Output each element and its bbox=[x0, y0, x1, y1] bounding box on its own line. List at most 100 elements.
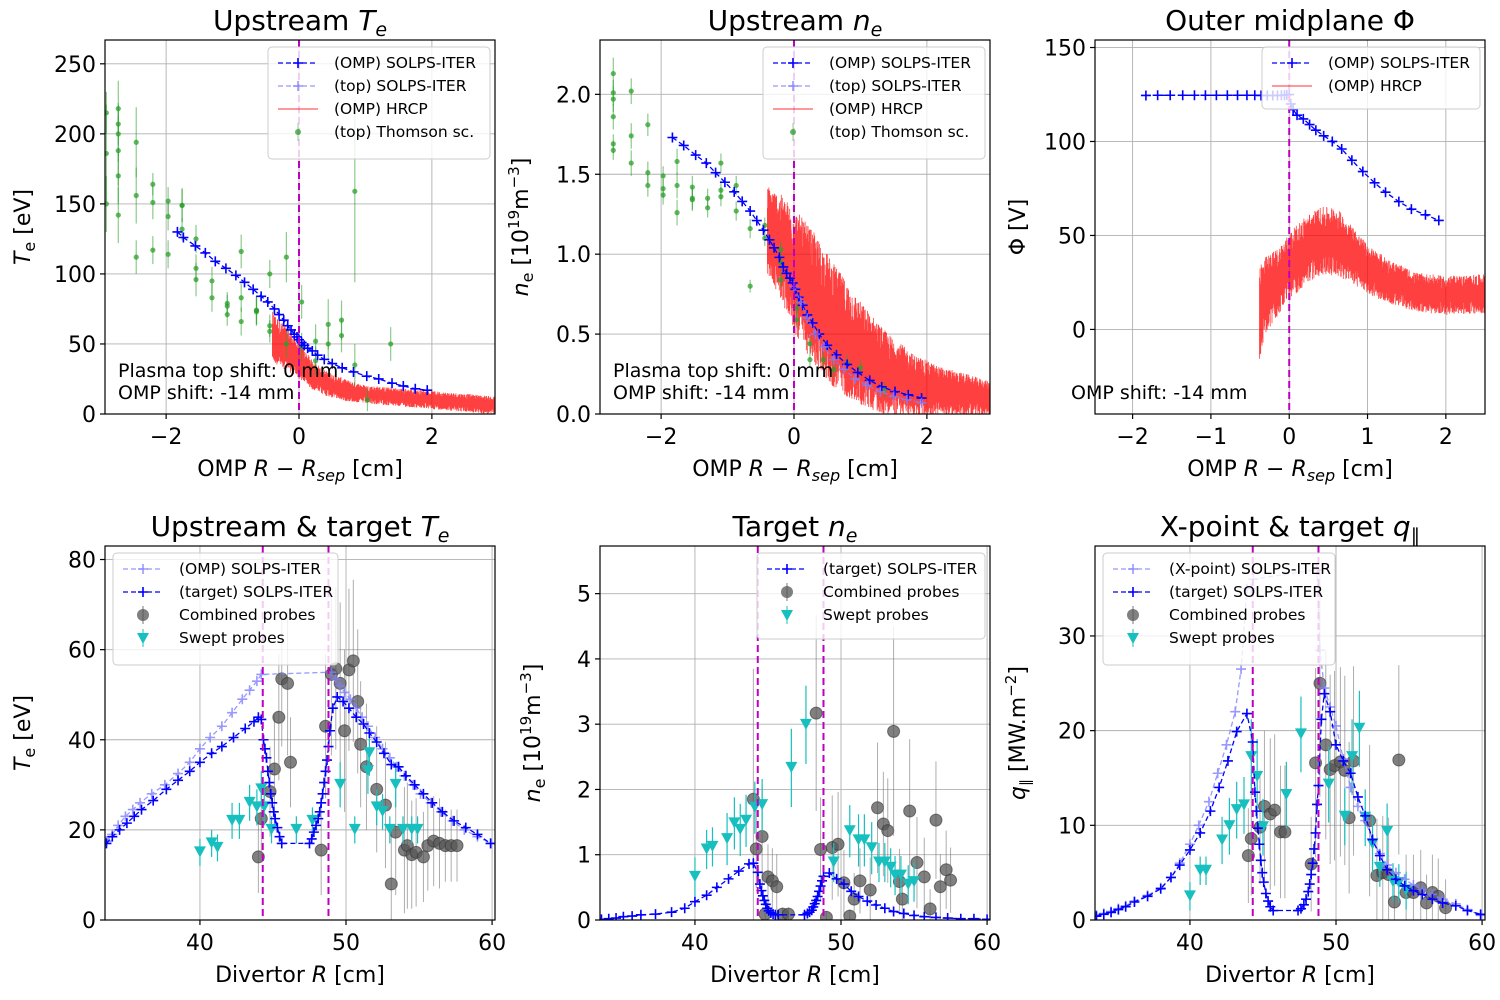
thomson-point bbox=[179, 226, 185, 232]
x-tick-label: 1 bbox=[1361, 425, 1375, 450]
y-tick-label: 5 bbox=[577, 583, 591, 608]
solps-marker bbox=[270, 813, 281, 824]
solps-marker bbox=[1120, 901, 1131, 912]
solps-marker bbox=[729, 186, 740, 197]
thomson-point bbox=[674, 158, 680, 165]
title-symbol: q bbox=[1393, 510, 1411, 543]
solps-series bbox=[1140, 89, 1444, 226]
y-tick-label: 0 bbox=[1072, 318, 1086, 343]
solps-marker bbox=[1222, 90, 1233, 101]
solps-marker bbox=[343, 703, 354, 714]
y-axis-label: ne [1019m−3] bbox=[517, 664, 549, 803]
solps-marker bbox=[114, 824, 125, 835]
x-tick-label: 50 bbox=[332, 931, 360, 956]
solps-marker bbox=[773, 909, 784, 920]
panel-title: Upstream Te bbox=[213, 4, 387, 41]
solps-marker bbox=[312, 350, 323, 361]
legend-label: Combined probes bbox=[823, 583, 959, 601]
solps-marker bbox=[862, 896, 873, 907]
thomson-point bbox=[388, 341, 394, 347]
title-subscript: ∥ bbox=[1411, 525, 1421, 547]
solps-marker bbox=[272, 822, 283, 833]
solps-marker bbox=[909, 910, 920, 920]
y-axis-label: Φ [V] bbox=[1006, 199, 1031, 256]
solps-marker bbox=[265, 788, 276, 799]
solps-marker bbox=[460, 822, 471, 833]
ylabel-part: 19 bbox=[517, 716, 535, 735]
solps-marker bbox=[1303, 886, 1314, 897]
thomson-point bbox=[150, 181, 156, 187]
solps-marker bbox=[689, 896, 700, 907]
plot-area bbox=[1140, 89, 1485, 359]
x-tick-label: 60 bbox=[973, 931, 1001, 956]
solps-marker bbox=[679, 903, 690, 914]
combined-probe-point bbox=[351, 694, 365, 708]
solps-marker bbox=[955, 913, 966, 920]
solps-marker bbox=[1140, 90, 1151, 101]
swept-probe-point bbox=[858, 834, 871, 846]
swept-probe-point bbox=[1353, 722, 1366, 734]
xlabel-part: R bbox=[301, 457, 316, 482]
solps-marker bbox=[1420, 209, 1431, 220]
solps-marker bbox=[1165, 872, 1176, 883]
solps-marker bbox=[146, 788, 157, 799]
xlabel-part: [cm] bbox=[1317, 963, 1375, 988]
xlabel-part: sep bbox=[317, 466, 345, 485]
thomson-point bbox=[165, 251, 171, 257]
x-tick-label: 2 bbox=[1439, 425, 1453, 450]
solps-marker bbox=[611, 913, 622, 920]
xlabel-part: sep bbox=[1307, 466, 1335, 485]
legend-handle-marker bbox=[293, 58, 303, 68]
solps-marker bbox=[1312, 799, 1323, 810]
solps-marker bbox=[1211, 90, 1222, 101]
ylabel-part: ∥ bbox=[1018, 779, 1034, 786]
swept-probe-point bbox=[688, 870, 701, 882]
swept-probe-point bbox=[1230, 804, 1243, 816]
y-tick-label: 0.0 bbox=[556, 403, 591, 428]
solps-marker bbox=[1374, 850, 1385, 861]
solps-marker bbox=[210, 256, 221, 267]
solps-light-series bbox=[789, 281, 927, 408]
solps-marker bbox=[409, 779, 420, 790]
thomson-point bbox=[610, 96, 616, 102]
solps-marker bbox=[765, 907, 776, 918]
combined-probe-point bbox=[749, 842, 763, 856]
solps-marker bbox=[1189, 90, 1200, 101]
legend-frame bbox=[1261, 46, 1481, 110]
solps-series bbox=[600, 858, 990, 920]
swept-probe-point bbox=[193, 846, 206, 858]
solps-light-series bbox=[105, 667, 495, 849]
swept-probe-point bbox=[290, 823, 303, 835]
solps-marker bbox=[339, 687, 350, 698]
solps-marker bbox=[618, 911, 629, 920]
solps-marker bbox=[774, 252, 785, 263]
legend-handle-marker bbox=[781, 610, 793, 621]
title-text: Upstream & target bbox=[151, 510, 421, 543]
annotation-text: OMP shift: -14 mm bbox=[1071, 382, 1247, 404]
panel-title: Outer midplane Φ bbox=[1165, 4, 1415, 37]
solps-marker bbox=[422, 385, 433, 396]
legend-marker-plus bbox=[138, 564, 148, 574]
thomson-point bbox=[150, 199, 156, 206]
solps-marker bbox=[1260, 888, 1271, 899]
solps-marker bbox=[264, 777, 275, 788]
solps-marker bbox=[216, 741, 227, 752]
title-text: Upstream bbox=[213, 4, 358, 37]
solps-marker bbox=[1257, 867, 1268, 878]
legend-handle-marker bbox=[788, 58, 798, 68]
solps-marker bbox=[1214, 782, 1225, 793]
x-tick-label: 2 bbox=[920, 425, 934, 450]
solps-marker bbox=[831, 873, 842, 884]
thomson-point bbox=[179, 202, 185, 208]
y-axis-label: q∥ [MW.m−2] bbox=[1002, 666, 1034, 800]
legend-label: (target) SOLPS-ITER bbox=[823, 560, 977, 578]
y-tick-label: 50 bbox=[68, 333, 96, 358]
solps-marker bbox=[1346, 155, 1357, 166]
axes-frame bbox=[599, 39, 991, 415]
solps-marker bbox=[324, 725, 335, 736]
solps-marker bbox=[1304, 119, 1315, 130]
solps-marker bbox=[1306, 869, 1317, 880]
solps-marker bbox=[982, 914, 990, 920]
y-tick-label: 0 bbox=[82, 909, 96, 934]
